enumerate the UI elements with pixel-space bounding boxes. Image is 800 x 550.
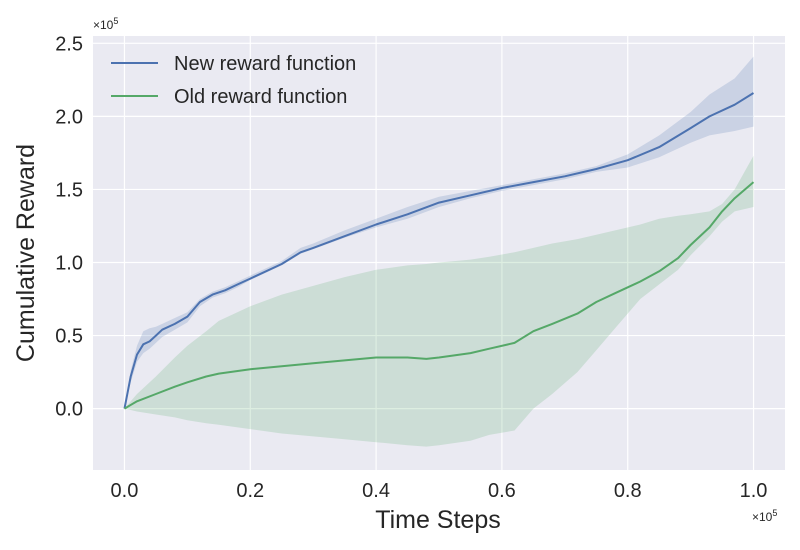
x-axis-title: Time Steps — [375, 506, 501, 534]
x-tick-label: 0.2 — [236, 480, 264, 502]
y-tick-labels: 0.0 0.5 1.0 1.5 2.0 2.5 — [55, 33, 83, 420]
legend-label-new-reward: New reward function — [174, 53, 356, 75]
y-axis-title: Cumulative Reward — [12, 144, 40, 362]
series-line-new-reward — [123, 92, 755, 409]
y-tick-label: 0.5 — [55, 326, 83, 348]
confidence-bands — [124, 56, 754, 447]
legend: New reward function Old reward function — [111, 53, 356, 108]
y-axis-multiplier: ×105 — [93, 16, 118, 32]
series-lines — [123, 92, 755, 410]
x-tick-labels: 0.0 0.2 0.4 0.6 0.8 1.0 — [111, 480, 768, 502]
y-tick-label: 1.5 — [55, 179, 83, 201]
y-tick-label: 1.0 — [55, 252, 83, 274]
y-tick-label: 0.0 — [55, 399, 83, 421]
x-axis-multiplier: ×105 — [752, 508, 777, 524]
x-tick-label: 0.0 — [111, 480, 139, 502]
grid-lines — [93, 36, 785, 470]
plot-area-background — [93, 36, 785, 470]
confidence-band-old-reward — [124, 155, 754, 447]
series-line-old-reward — [123, 181, 755, 410]
x-tick-label: 1.0 — [740, 480, 768, 502]
x-tick-label: 0.8 — [614, 480, 642, 502]
y-tick-label: 2.0 — [55, 106, 83, 128]
y-tick-label: 2.5 — [55, 33, 83, 55]
x-tick-label: 0.4 — [362, 480, 390, 502]
x-tick-label: 0.6 — [488, 480, 516, 502]
legend-label-old-reward: Old reward function — [174, 86, 347, 108]
